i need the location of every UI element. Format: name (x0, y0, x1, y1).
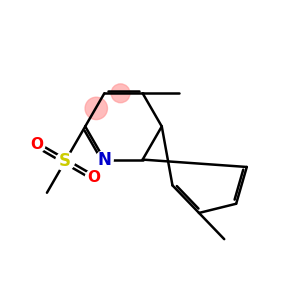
Circle shape (85, 169, 101, 185)
Circle shape (85, 97, 107, 120)
Circle shape (111, 84, 130, 103)
Circle shape (56, 152, 74, 171)
Circle shape (95, 151, 113, 168)
Circle shape (29, 137, 45, 153)
Text: O: O (87, 170, 100, 185)
Text: S: S (59, 152, 71, 170)
Text: N: N (98, 151, 111, 169)
Text: O: O (30, 137, 44, 152)
